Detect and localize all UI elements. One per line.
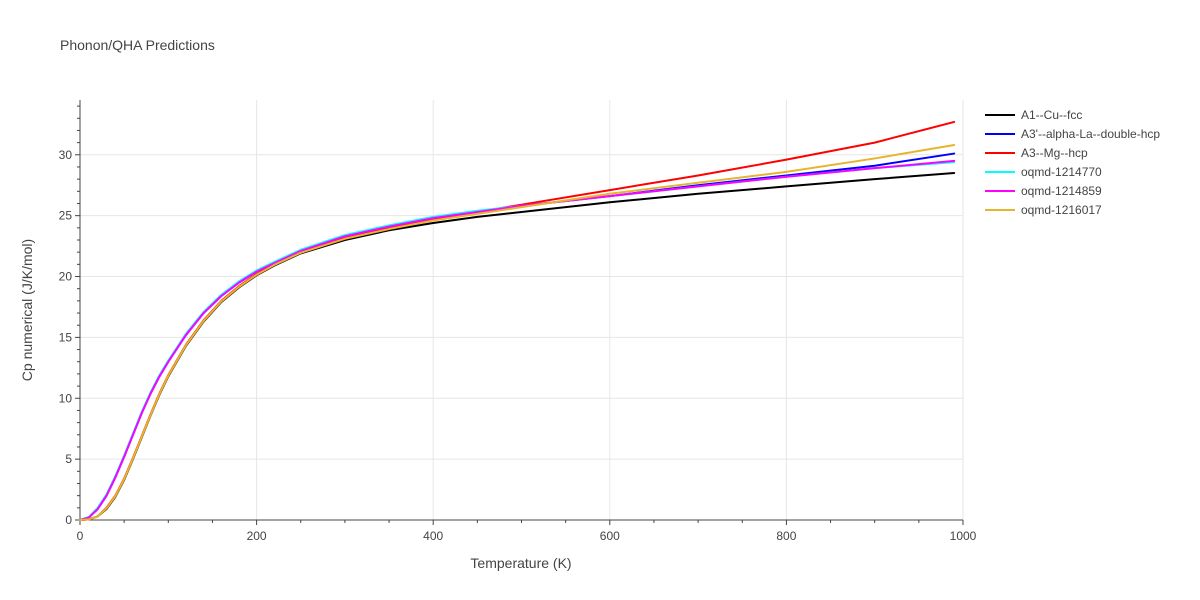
plot-area xyxy=(79,120,956,521)
legend[interactable]: A1--Cu--fcc A3'--alpha-La--double-hcp A3--… xyxy=(985,108,1160,217)
series-line-4 xyxy=(79,159,956,521)
legend-label: oqmd-1216017 xyxy=(1021,203,1102,217)
y-tick-label: 25 xyxy=(59,209,73,223)
y-tick-label: 15 xyxy=(59,330,73,344)
legend-item[interactable]: A3--Mg--hcp xyxy=(985,146,1088,160)
chart-title: Phonon/QHA Predictions xyxy=(60,37,215,53)
x-tick-label: 800 xyxy=(776,529,796,543)
legend-item[interactable]: A3'--alpha-La--double-hcp xyxy=(985,127,1160,141)
legend-item[interactable]: oqmd-1216017 xyxy=(985,203,1102,217)
x-tick-label: 200 xyxy=(247,529,267,543)
y-axis-title: Cp numerical (J/K/mol) xyxy=(19,239,35,381)
x-tick-label: 400 xyxy=(423,529,443,543)
legend-label: oqmd-1214770 xyxy=(1021,165,1102,179)
x-tick-label: 600 xyxy=(600,529,620,543)
legend-label: A3'--alpha-La--double-hcp xyxy=(1021,127,1160,141)
legend-label: A3--Mg--hcp xyxy=(1021,146,1088,160)
axes: 0 200 400 600 800 1000 0 5 10 15 20 25 30 xyxy=(59,100,977,543)
y-tick-label: 20 xyxy=(59,270,73,284)
y-tick-label: 0 xyxy=(65,513,72,527)
x-axis-title: Temperature (K) xyxy=(470,555,571,571)
legend-item[interactable]: oqmd-1214770 xyxy=(985,165,1102,179)
y-tick-label: 10 xyxy=(59,391,73,405)
series-line-5 xyxy=(79,144,956,521)
series-line-2 xyxy=(79,120,956,521)
x-tick-label: 1000 xyxy=(950,529,977,543)
series-line-0 xyxy=(79,172,956,521)
legend-label: oqmd-1214859 xyxy=(1021,184,1102,198)
legend-item[interactable]: A1--Cu--fcc xyxy=(985,108,1082,122)
x-tick-label: 0 xyxy=(77,529,84,543)
y-tick-label: 30 xyxy=(59,148,73,162)
legend-label: A1--Cu--fcc xyxy=(1021,108,1082,122)
legend-item[interactable]: oqmd-1214859 xyxy=(985,184,1102,198)
y-tick-label: 5 xyxy=(65,452,72,466)
grid xyxy=(80,100,964,520)
